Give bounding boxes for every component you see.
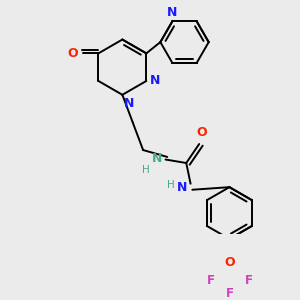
Text: F: F	[225, 287, 233, 300]
Text: O: O	[196, 126, 207, 139]
Text: N: N	[124, 97, 134, 110]
Text: N: N	[152, 152, 162, 165]
Text: N: N	[167, 7, 178, 20]
Text: N: N	[177, 181, 187, 194]
Text: O: O	[224, 256, 235, 269]
Text: N: N	[150, 74, 160, 88]
Text: H: H	[167, 180, 175, 190]
Text: F: F	[206, 274, 214, 287]
Text: O: O	[67, 47, 78, 60]
Text: H: H	[142, 165, 150, 175]
Text: F: F	[244, 274, 252, 287]
